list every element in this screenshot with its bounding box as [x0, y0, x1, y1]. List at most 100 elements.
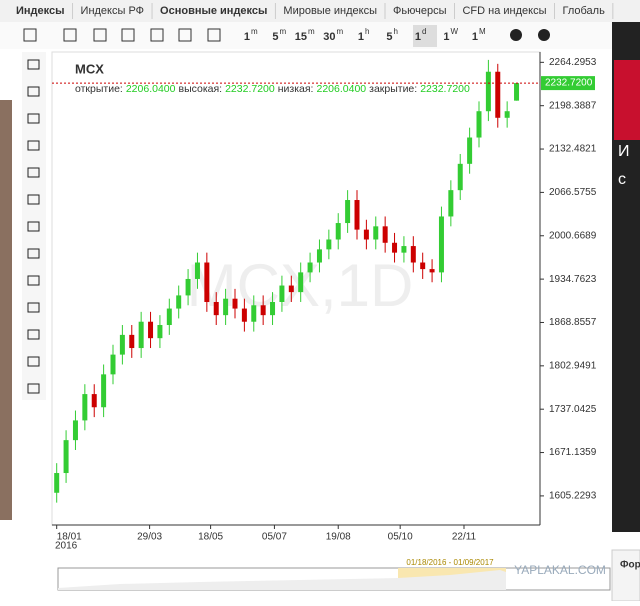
timeframe[interactable]: 5 [386, 31, 392, 43]
timeframe[interactable]: 1 [415, 31, 421, 43]
candle-body [204, 262, 210, 302]
side-tool-icon[interactable] [27, 113, 40, 124]
ohlc-close: 2232.7200 [420, 83, 470, 95]
symbol: MCX [75, 61, 104, 76]
x-tick-label: 05/07 [262, 532, 287, 543]
tool-icon[interactable] [121, 28, 135, 42]
side-tool-icon[interactable] [27, 383, 40, 394]
timeframe-unit[interactable]: m [280, 27, 287, 36]
candle-body [410, 246, 416, 263]
candle-body [213, 301, 219, 316]
candle-body [260, 305, 266, 316]
timeframe-unit[interactable]: d [422, 27, 426, 36]
timeframe[interactable]: 1 [358, 31, 364, 43]
tool-icon[interactable] [63, 28, 77, 42]
tool-icon[interactable] [178, 28, 192, 42]
candle-body [232, 298, 238, 309]
candle-body [382, 226, 388, 243]
side-tool-icon[interactable] [27, 194, 40, 205]
candle-body [288, 285, 294, 293]
candle-body [392, 242, 398, 253]
tool-icon[interactable] [207, 28, 221, 42]
candle-body [438, 216, 444, 273]
timeframe-unit[interactable]: h [365, 27, 369, 36]
side-tool-icon[interactable] [27, 221, 40, 232]
x-tick-label: 22/11 [452, 532, 477, 543]
candle-body [448, 190, 454, 217]
side-tool-icon[interactable] [27, 86, 40, 97]
year-label: 2016 [55, 541, 78, 552]
candle-body [110, 354, 116, 375]
candle-body [363, 229, 369, 240]
tab[interactable]: Фьючерсы [393, 5, 447, 17]
candle-body [101, 374, 107, 408]
candle-body [72, 420, 78, 441]
candle-body [82, 394, 88, 421]
tab-bar [0, 0, 640, 22]
site-watermark: YAPLAKAL.COM [514, 563, 606, 577]
timeframe-unit[interactable]: W [451, 27, 459, 36]
tab[interactable]: Основные индексы [160, 5, 267, 17]
candle-body [467, 137, 473, 164]
candle-body [119, 334, 125, 355]
timeframe[interactable]: 1 [443, 31, 449, 43]
candle-body [194, 262, 200, 279]
candle-body [129, 334, 135, 349]
toolbar [0, 22, 612, 49]
side-tool-icon[interactable] [27, 167, 40, 178]
tab[interactable]: Индексы РФ [81, 5, 145, 17]
tab[interactable]: Глобаль [563, 5, 606, 17]
side-tool-icon[interactable] [27, 248, 40, 259]
timeframe[interactable]: 1 [472, 31, 478, 43]
navigator-area [58, 570, 506, 590]
side-panel [611, 549, 640, 602]
tool-icon[interactable] [538, 29, 550, 41]
side-text: с [618, 171, 626, 188]
tab[interactable]: Индексы [16, 5, 65, 17]
candle-body [476, 111, 482, 138]
tool-icon[interactable] [510, 29, 522, 41]
side-tool-icon[interactable] [27, 356, 40, 367]
side-tool-icon[interactable] [27, 140, 40, 151]
side-tool-icon[interactable] [27, 275, 40, 286]
timeframe[interactable]: 30 [323, 31, 335, 43]
timeframe-unit[interactable]: m [337, 27, 344, 36]
ohlc-low: 2206.0400 [316, 83, 366, 95]
side-tool-icon[interactable] [27, 302, 40, 313]
x-tick-label: 05/10 [388, 532, 413, 543]
candle-body [354, 200, 360, 230]
x-tick-label: 18/01 [57, 532, 82, 543]
candle-body [514, 83, 520, 101]
y-tick-label: 2000.6689 [549, 230, 597, 241]
side-tool-icon[interactable] [27, 59, 40, 70]
tool-icon[interactable] [150, 28, 164, 42]
candle-body [63, 440, 69, 474]
timeframe-unit[interactable]: m [251, 27, 258, 36]
ohlc-open-label: открытие: [75, 83, 123, 95]
side-tool-icon[interactable] [27, 329, 40, 340]
tab[interactable]: CFD на индексы [462, 5, 546, 17]
timeframe-unit[interactable]: h [394, 27, 398, 36]
timeframe-unit[interactable]: M [479, 27, 486, 36]
candle-body [420, 262, 426, 270]
tool-icon[interactable] [23, 28, 37, 42]
y-tick-label: 2132.4821 [549, 144, 597, 155]
timeframe[interactable]: 15 [295, 31, 307, 43]
timeframe-unit[interactable]: m [308, 27, 315, 36]
x-tick-label: 18/05 [198, 532, 223, 543]
ohlc-open: 2206.0400 [126, 83, 176, 95]
candle-body [241, 308, 247, 322]
side-ad-red [614, 60, 640, 140]
navigator-range: 01/18/2016 - 01/09/2017 [406, 558, 494, 567]
x-tick-label: 29/03 [137, 532, 162, 543]
candle-body [148, 321, 154, 339]
candle-body [298, 272, 304, 293]
tool-icon[interactable] [93, 28, 107, 42]
timeframe[interactable]: 5 [272, 31, 278, 43]
ohlc-low-label: низкая: [278, 83, 314, 95]
timeframe[interactable]: 1 [244, 31, 250, 43]
y-tick-label: 1605.2293 [549, 491, 597, 502]
tab[interactable]: Мировые индексы [283, 5, 377, 17]
candle-body [345, 200, 351, 224]
